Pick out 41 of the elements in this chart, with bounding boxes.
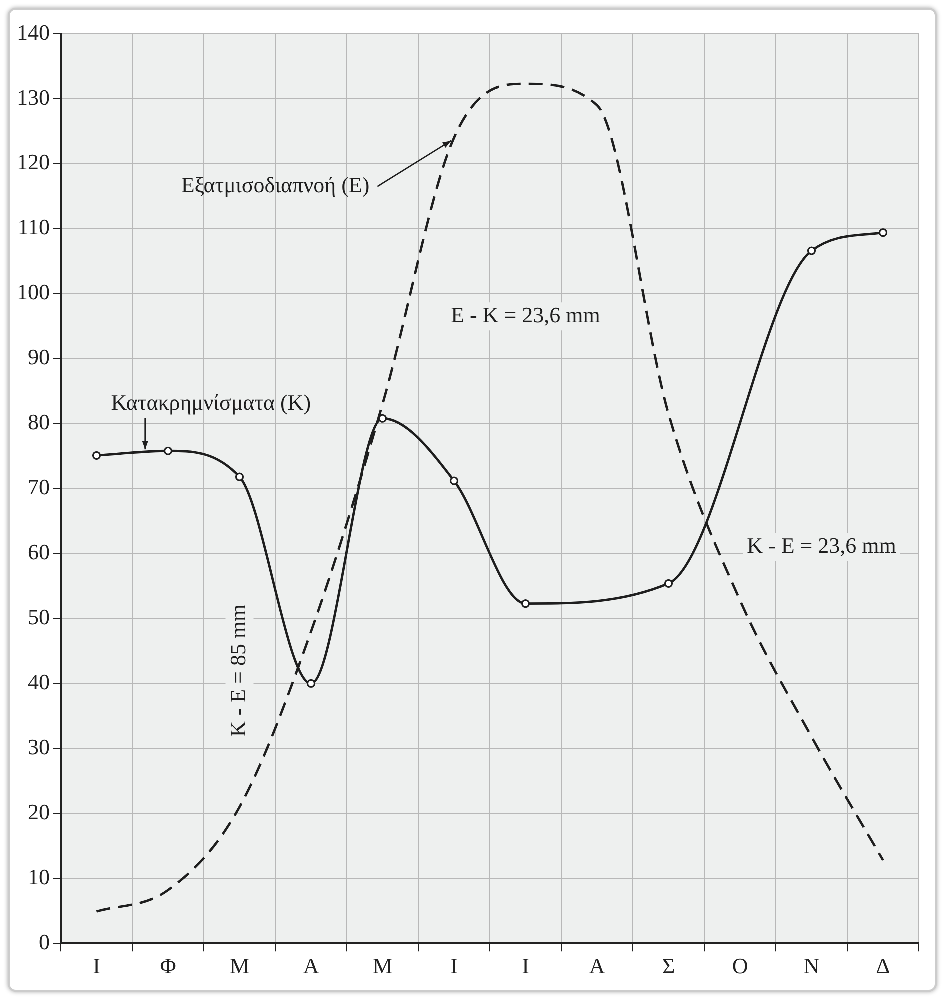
x-tick-label: Σ: [662, 954, 676, 979]
series-label: Κατακρημνίσματα (K): [111, 390, 312, 416]
x-tick-label: Μ: [372, 954, 393, 979]
point: [450, 476, 459, 486]
y-tick-label: 110: [18, 214, 50, 240]
y-tick-label: 120: [17, 150, 50, 175]
y-tick-label: 130: [17, 84, 50, 110]
annotation: K - E = 23,6 mm: [747, 533, 896, 558]
point: [92, 451, 102, 460]
point: [664, 579, 674, 588]
y-tick-label: 80: [28, 410, 50, 435]
x-tick-label: Α: [303, 954, 320, 979]
y-tick-label: 60: [28, 540, 50, 565]
x-tick-label: Μ: [230, 954, 250, 979]
annotation: K - E = 85 mm: [226, 604, 251, 738]
x-tick-label: Δ: [876, 954, 890, 979]
x-tick-label: Φ: [160, 954, 176, 979]
x-tick-label: Ι: [522, 954, 530, 979]
point: [306, 679, 316, 688]
y-tick-label: 140: [17, 20, 50, 45]
y-tick-label: 20: [28, 799, 50, 824]
y-tick-label: 0: [39, 929, 50, 954]
point: [878, 228, 888, 238]
y-tick-label: 90: [28, 344, 50, 370]
point: [164, 446, 173, 456]
point: [521, 600, 530, 608]
point: [235, 472, 244, 482]
x-tick-label: Ο: [732, 954, 748, 979]
y-tick-label: 50: [28, 604, 50, 630]
annotation: E - K = 23,6 mm: [451, 302, 600, 328]
y-tick-label: 100: [17, 280, 50, 305]
y-tick-label: 70: [28, 474, 50, 500]
x-tick-label: Α: [589, 954, 606, 979]
x-tick-label: Ν: [804, 954, 820, 979]
x-tick-label: Ι: [93, 954, 100, 979]
y-tick-label: 10: [28, 864, 50, 890]
point: [807, 246, 816, 256]
x-tick-label: Ι: [450, 954, 458, 979]
y-tick-label: 30: [28, 734, 50, 760]
text: Εξατμισοδιαπνοή (E): [181, 172, 370, 198]
y-tick-label: 40: [28, 669, 50, 694]
